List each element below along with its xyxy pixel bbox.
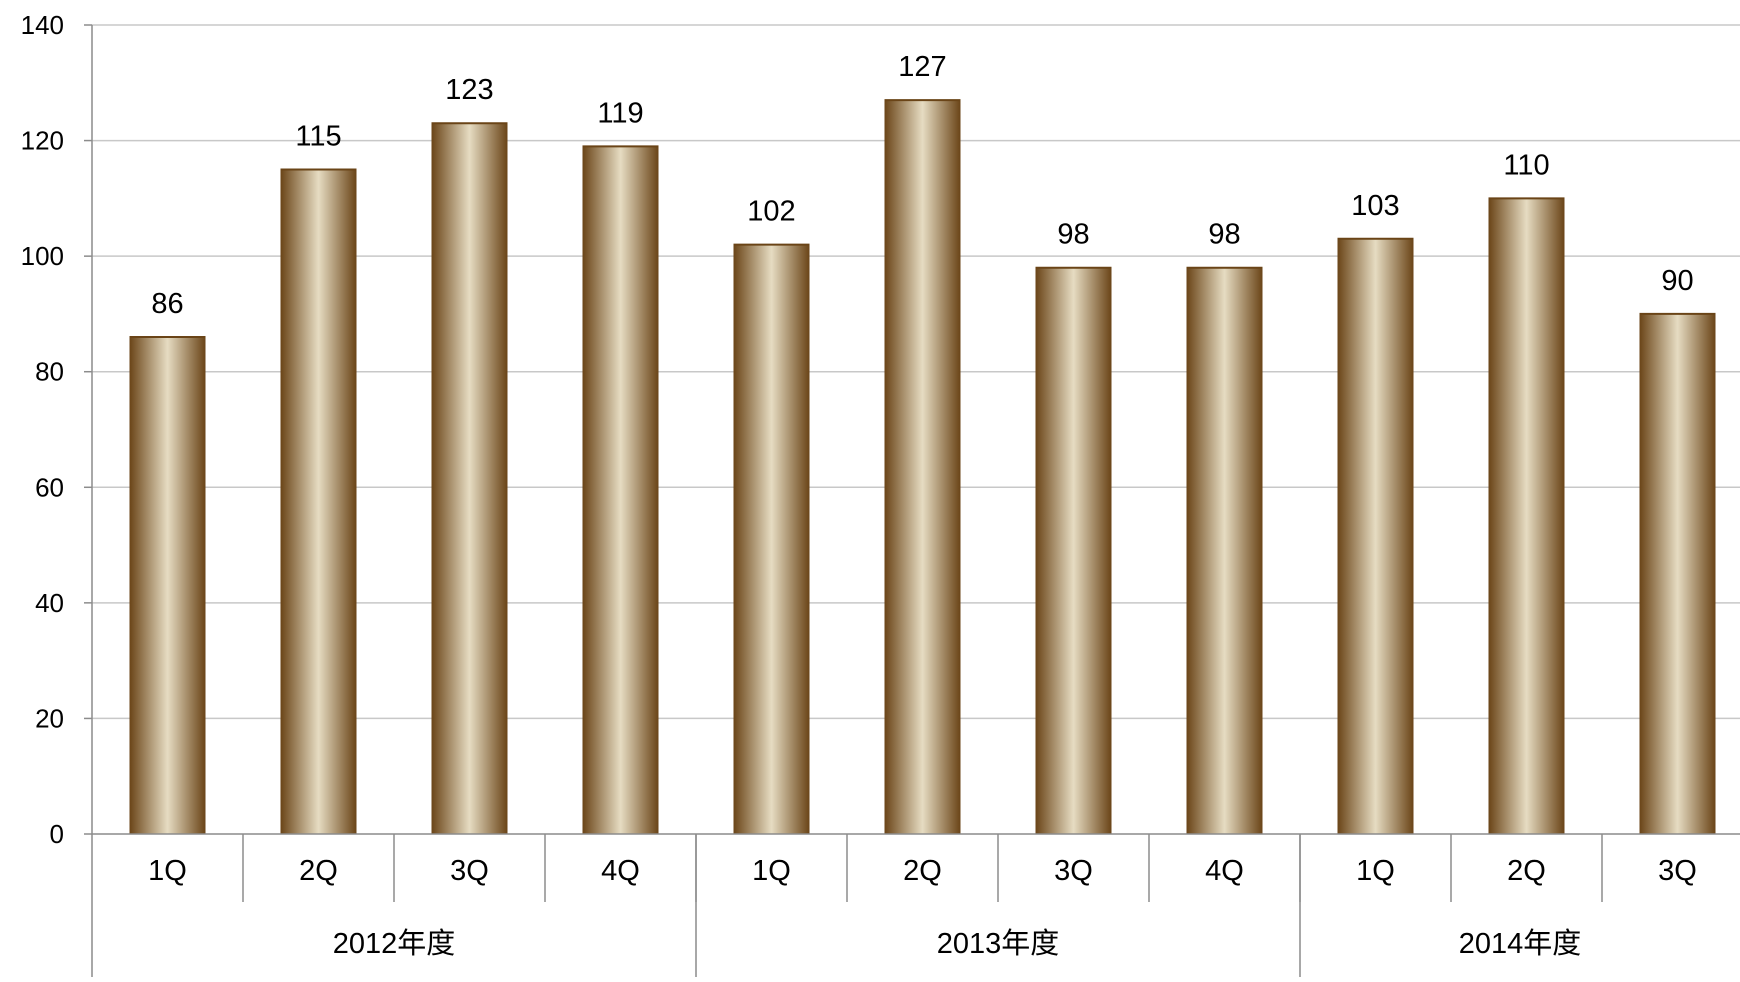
x-category-label: 1Q	[752, 855, 791, 887]
y-tick-label: 60	[35, 472, 64, 502]
data-label: 98	[1208, 219, 1240, 251]
x-category-label: 2Q	[299, 855, 338, 887]
y-tick-label: 40	[35, 588, 64, 618]
y-tick-label: 140	[21, 10, 64, 40]
bar	[1338, 239, 1414, 834]
x-group-label: 2013年度	[937, 927, 1060, 960]
x-category-label: 3Q	[450, 855, 489, 887]
bar	[885, 100, 961, 834]
data-label: 110	[1503, 149, 1549, 181]
y-tick-label: 120	[21, 126, 64, 156]
x-category-label: 1Q	[1356, 855, 1395, 887]
data-label: 90	[1661, 265, 1693, 297]
x-category-label: 3Q	[1054, 855, 1093, 887]
data-label: 123	[445, 74, 493, 106]
data-label: 119	[597, 97, 643, 129]
y-tick-label: 100	[21, 241, 64, 271]
bar	[281, 169, 357, 834]
bar	[1489, 198, 1565, 834]
x-group-label: 2012年度	[333, 927, 456, 960]
x-category-label: 3Q	[1658, 855, 1697, 887]
x-category-label: 4Q	[1205, 855, 1244, 887]
y-tick-label: 20	[35, 703, 64, 733]
y-tick-label: 80	[35, 357, 64, 387]
labels: 0 20 40 60 80 100 120 140 86 1Q 115 2Q 123 3Q 119 4Q 102…	[21, 10, 1697, 960]
x-category-label: 2Q	[1507, 855, 1546, 887]
x-category-label: 1Q	[148, 855, 187, 887]
x-category-label: 4Q	[601, 855, 640, 887]
data-label: 103	[1351, 190, 1399, 222]
bar	[583, 146, 659, 834]
data-label: 127	[898, 51, 946, 83]
x-category-label: 2Q	[903, 855, 942, 887]
x-group-label: 2014年度	[1459, 927, 1582, 960]
data-label: 115	[295, 120, 341, 152]
bar	[734, 245, 810, 834]
bar	[432, 123, 508, 834]
bar	[1187, 268, 1263, 834]
bar	[1640, 314, 1716, 834]
bar	[130, 337, 206, 834]
bars	[130, 100, 1716, 834]
data-label: 102	[747, 196, 795, 228]
data-label: 86	[151, 288, 183, 320]
y-tick-label: 0	[50, 819, 64, 849]
bar	[1036, 268, 1112, 834]
data-label: 98	[1057, 219, 1089, 251]
